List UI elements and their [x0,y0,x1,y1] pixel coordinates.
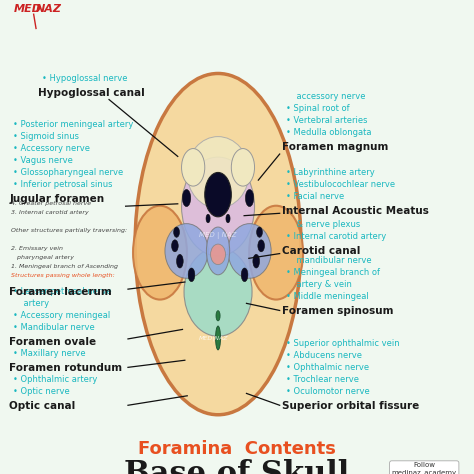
Ellipse shape [210,244,226,264]
Text: Foramen rotundum: Foramen rotundum [9,363,123,373]
Text: • Accessory meningeal: • Accessory meningeal [13,310,111,319]
Ellipse shape [133,206,187,300]
Text: 2. Emissary vein: 2. Emissary vein [11,246,64,251]
Text: Foramen ovale: Foramen ovale [9,337,97,346]
Ellipse shape [184,247,252,336]
Ellipse shape [246,190,254,207]
Ellipse shape [231,148,255,186]
Text: • Abducens nerve: • Abducens nerve [286,351,362,360]
Ellipse shape [226,214,230,223]
Text: MED | NAZ: MED | NAZ [200,232,237,239]
Ellipse shape [216,310,220,321]
Text: • Labyrinthine artery: • Labyrinthine artery [286,168,375,177]
Ellipse shape [172,240,178,252]
Text: artery & vein: artery & vein [286,280,352,289]
Text: • Sigmoid sinus: • Sigmoid sinus [13,132,80,141]
Text: • Vestibulocochlear nerve: • Vestibulocochlear nerve [286,180,395,189]
Ellipse shape [216,326,220,350]
Text: 1. Meningeal branch of Ascending: 1. Meningeal branch of Ascending [11,264,119,269]
Ellipse shape [256,227,263,237]
Text: • Optic nerve: • Optic nerve [13,386,70,395]
Text: artery: artery [13,299,50,308]
Text: Jugular foramen: Jugular foramen [9,194,105,204]
Text: & nerve plexus: & nerve plexus [286,220,360,229]
Text: Foramen spinosum: Foramen spinosum [282,306,393,316]
Ellipse shape [258,240,264,252]
Text: mandibular nerve: mandibular nerve [286,256,372,265]
Text: • Maxillary nerve: • Maxillary nerve [13,348,86,357]
Ellipse shape [182,148,205,186]
Ellipse shape [249,206,303,300]
Text: 3. Internal carotid artery: 3. Internal carotid artery [11,210,89,215]
Text: • Lesser petrosal nerve: • Lesser petrosal nerve [13,287,112,296]
Ellipse shape [173,227,180,237]
Text: Other structures partially traversing:: Other structures partially traversing: [11,228,128,233]
Ellipse shape [182,190,191,207]
Text: • Oculomotor nerve: • Oculomotor nerve [286,386,370,395]
Text: • Posterior meningeal artery: • Posterior meningeal artery [13,120,134,129]
Text: • Ophthalmic artery: • Ophthalmic artery [13,374,98,383]
Ellipse shape [182,157,255,256]
Text: Foramina  Contents: Foramina Contents [138,440,336,458]
Text: • Hypoglossal nerve: • Hypoglossal nerve [42,73,128,82]
Text: Base of Skull: Base of Skull [124,459,350,474]
Text: • Glossopharyngeal nerve: • Glossopharyngeal nerve [13,168,124,177]
Text: • Vertebral arteries: • Vertebral arteries [286,116,367,125]
Text: • Spinal root of: • Spinal root of [286,104,350,113]
Text: MED|NAZ: MED|NAZ [199,335,228,341]
Text: MED: MED [14,4,42,14]
Text: • Trochlear nerve: • Trochlear nerve [286,374,359,383]
Text: Carotid canal: Carotid canal [282,246,360,256]
Text: Follow
medinaz_academy: Follow medinaz_academy [392,462,457,474]
Ellipse shape [165,224,208,278]
Ellipse shape [187,137,249,208]
Text: • Middle meningeal: • Middle meningeal [286,292,369,301]
Ellipse shape [206,227,229,275]
Ellipse shape [135,73,301,415]
Ellipse shape [206,214,210,223]
Ellipse shape [176,255,183,268]
Text: • Internal carotid artery: • Internal carotid artery [286,232,386,241]
Text: • Vagus nerve: • Vagus nerve [13,156,73,165]
Text: Foramen lacerum: Foramen lacerum [9,287,112,297]
Ellipse shape [188,268,195,282]
Text: Internal Acoustic Meatus: Internal Acoustic Meatus [282,206,429,216]
Text: Superior orbital fissure: Superior orbital fissure [282,401,419,410]
Text: 4. Greater petrosal nerve: 4. Greater petrosal nerve [11,201,91,206]
Ellipse shape [241,268,248,282]
Text: • Meningeal branch of: • Meningeal branch of [286,268,380,277]
Text: • Accessory nerve: • Accessory nerve [13,145,91,154]
Text: • Inferior petrosal sinus: • Inferior petrosal sinus [13,180,113,189]
Text: • Medulla oblongata: • Medulla oblongata [286,128,372,137]
Text: Structures passing whole length:: Structures passing whole length: [11,273,115,278]
Text: NAZ: NAZ [36,4,62,14]
Ellipse shape [228,224,271,278]
Ellipse shape [253,255,259,268]
Text: Optic canal: Optic canal [9,401,76,410]
Text: accessory nerve: accessory nerve [286,92,365,101]
Text: Hypoglossal canal: Hypoglossal canal [38,88,145,98]
Ellipse shape [205,173,231,217]
Text: pharyngeal artery: pharyngeal artery [11,255,74,260]
Text: • Mandibular nerve: • Mandibular nerve [13,322,95,331]
Text: • Facial nerve: • Facial nerve [286,192,344,201]
Text: • Superior ophthalmic vein: • Superior ophthalmic vein [286,338,400,347]
Text: Foramen magnum: Foramen magnum [282,142,388,152]
Text: • Ophthalmic nerve: • Ophthalmic nerve [286,363,369,372]
